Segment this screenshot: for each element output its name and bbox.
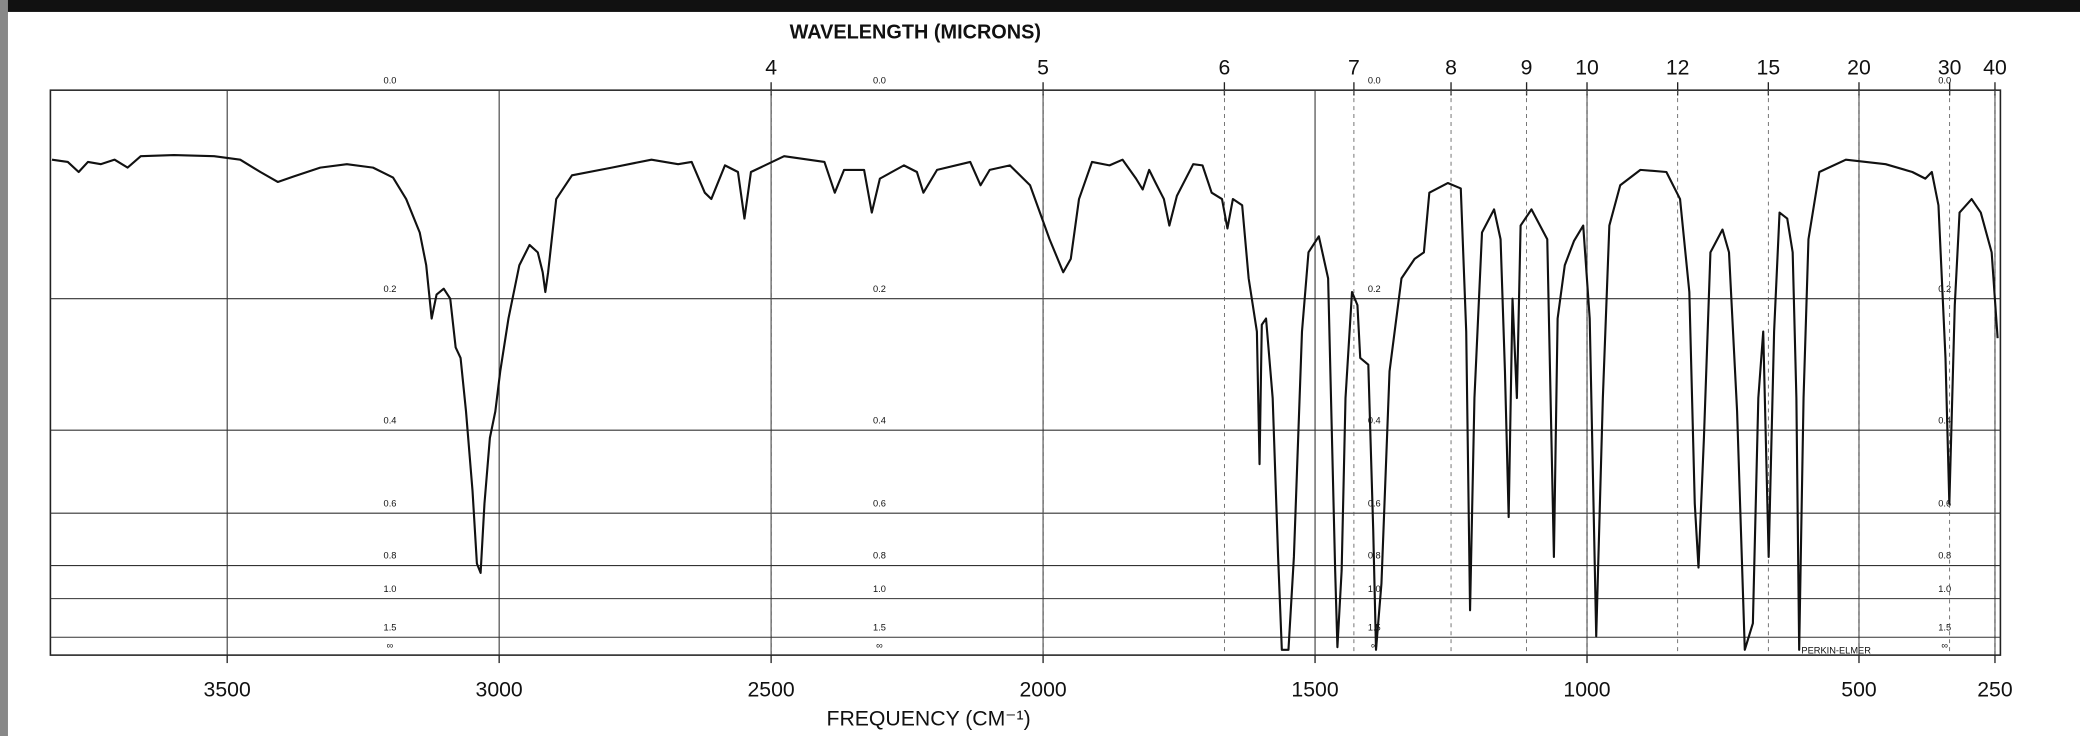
annotation: PERKIN-ELMER	[1801, 646, 1871, 656]
spectrum-line	[51, 153, 1999, 651]
x-tick-label: 1500	[1291, 679, 1338, 702]
x-tick-label: 500	[1841, 679, 1876, 702]
y-tick-label: 0.8	[873, 551, 886, 561]
y-tick-label: 0.6	[384, 498, 397, 508]
x-tick-label: 1000	[1563, 679, 1610, 702]
x2-tick-label: 5	[1037, 57, 1049, 80]
x-tick-label: 2500	[748, 679, 795, 702]
x2-tick-label: 40	[1983, 57, 2007, 80]
x2-tick-label: 6	[1218, 57, 1230, 80]
y-tick-label: ∞	[1371, 640, 1378, 650]
y-tick-label: ∞	[1941, 640, 1948, 650]
y-tick-label: 1.5	[873, 622, 886, 632]
y-tick-label: 0.6	[873, 498, 886, 508]
y-tick-label: 0.4	[1368, 415, 1381, 425]
x2-tick-label: 20	[1847, 57, 1871, 80]
x-tick-label: 250	[1977, 679, 2012, 702]
y-tick-label: 0.4	[1938, 415, 1951, 425]
y-tick-label: 0.2	[1938, 284, 1951, 294]
y-tick-label: ∞	[387, 640, 394, 650]
x-tick-label: 3000	[476, 679, 523, 702]
x2-tick-label: 10	[1575, 57, 1599, 80]
x-tick-label: 3500	[204, 679, 251, 702]
left-edge	[0, 0, 8, 736]
x2-tick-label: 9	[1521, 57, 1533, 80]
x2-axis-label: WAVELENGTH (MICRONS)	[790, 21, 1041, 43]
x2-tick-label: 15	[1757, 57, 1781, 80]
x2-tick-label: 8	[1445, 57, 1457, 80]
y-tick-label: 0.8	[1938, 551, 1951, 561]
y-tick-label: 0.0	[873, 75, 886, 85]
y-tick-label: 1.5	[1368, 622, 1381, 632]
y-tick-label: 1.5	[1938, 622, 1951, 632]
y-tick-label: 0.2	[1368, 284, 1381, 294]
y-tick-label: 0.2	[384, 284, 397, 294]
x-tick-label: 2000	[1019, 679, 1066, 702]
y-tick-label: 1.0	[1938, 584, 1951, 594]
x2-tick-label: 12	[1666, 57, 1690, 80]
y-tick-label: 0.0	[384, 75, 397, 85]
y-tick-label: 1.0	[873, 584, 886, 594]
y-tick-label: 1.0	[384, 584, 397, 594]
top-bar	[0, 0, 2080, 12]
x2-tick-label: 4	[765, 57, 777, 80]
y-tick-label: 0.2	[873, 284, 886, 294]
y-tick-label: 0.8	[384, 551, 397, 561]
y-tick-label: 0.4	[384, 415, 397, 425]
x-axis-label: FREQUENCY (CM⁻¹)	[826, 708, 1030, 731]
y-tick-label: 0.4	[873, 415, 886, 425]
y-tick-label: 1.5	[384, 622, 397, 632]
x2-tick-label: 30	[1938, 57, 1962, 80]
plot-frame	[49, 89, 2002, 656]
y-tick-label: 0.0	[1368, 75, 1381, 85]
y-tick-label: 0.6	[1938, 498, 1951, 508]
x2-tick-label: 7	[1348, 57, 1360, 80]
y-tick-label: 0.0	[1938, 75, 1951, 85]
y-tick-label: 0.6	[1368, 498, 1381, 508]
y-tick-label: ∞	[876, 640, 883, 650]
